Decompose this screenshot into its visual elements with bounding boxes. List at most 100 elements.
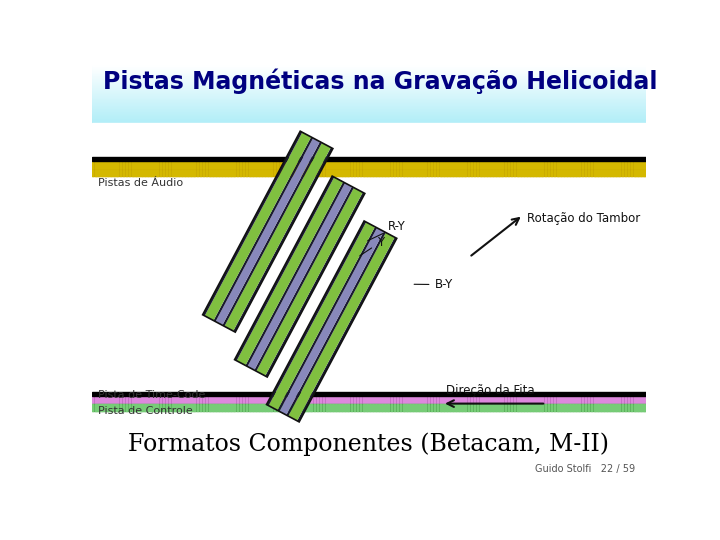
Bar (344, 162, 346, 168)
Bar (535, 403, 537, 410)
Bar (582, 162, 583, 168)
Bar (455, 170, 457, 177)
Bar (520, 170, 521, 177)
Bar (144, 403, 146, 410)
Bar (166, 403, 168, 410)
Bar (92, 114, 647, 116)
Bar (486, 396, 487, 403)
Polygon shape (204, 132, 311, 321)
Bar (517, 403, 518, 410)
Bar (255, 403, 257, 410)
Bar (135, 396, 137, 403)
Bar (92, 116, 647, 117)
Bar (557, 162, 559, 168)
Bar (578, 170, 580, 177)
Bar (92, 93, 647, 94)
Bar (92, 170, 94, 177)
Text: Pistas Magnéticas na Gravação Helicoidal: Pistas Magnéticas na Gravação Helicoidal (102, 69, 657, 94)
Bar (344, 170, 346, 177)
Bar (588, 162, 590, 168)
Bar (514, 403, 516, 410)
Bar (590, 162, 593, 168)
Bar (348, 162, 349, 168)
Bar (92, 94, 647, 96)
Bar (249, 170, 251, 177)
Bar (575, 170, 577, 177)
Bar (148, 403, 149, 410)
Bar (326, 396, 328, 403)
Bar (621, 403, 624, 410)
Bar (199, 396, 202, 403)
Bar (221, 396, 223, 403)
Bar (261, 396, 263, 403)
Bar (428, 396, 429, 403)
Bar (501, 403, 503, 410)
Bar (292, 162, 294, 168)
Bar (310, 403, 312, 410)
Bar (510, 170, 513, 177)
Bar (621, 396, 624, 403)
Bar (132, 170, 133, 177)
Bar (233, 403, 235, 410)
Bar (305, 403, 306, 410)
Bar (505, 170, 506, 177)
Bar (606, 170, 608, 177)
Bar (163, 162, 164, 168)
Bar (480, 162, 482, 168)
Bar (594, 170, 595, 177)
Bar (341, 162, 343, 168)
Bar (425, 403, 426, 410)
Bar (307, 396, 309, 403)
Bar (508, 170, 509, 177)
Bar (412, 403, 414, 410)
Bar (467, 162, 469, 168)
Bar (400, 396, 402, 403)
Bar (637, 396, 639, 403)
Bar (314, 162, 315, 168)
Bar (505, 403, 506, 410)
Bar (452, 170, 454, 177)
Bar (341, 170, 343, 177)
Bar (92, 90, 647, 92)
Bar (575, 396, 577, 403)
Bar (329, 170, 330, 177)
Bar (433, 170, 436, 177)
Bar (283, 396, 284, 403)
Bar (600, 170, 602, 177)
Bar (255, 170, 257, 177)
Bar (107, 162, 109, 168)
Bar (335, 396, 337, 403)
Polygon shape (254, 187, 354, 371)
Bar (233, 162, 235, 168)
Bar (92, 77, 647, 78)
Bar (305, 170, 306, 177)
Text: Direção da Fita: Direção da Fita (446, 384, 535, 397)
Bar (640, 170, 642, 177)
Bar (375, 162, 377, 168)
Bar (110, 396, 112, 403)
Bar (122, 162, 125, 168)
Bar (529, 403, 531, 410)
Bar (113, 403, 115, 410)
Bar (474, 403, 475, 410)
Bar (218, 403, 220, 410)
Bar (92, 68, 647, 70)
Bar (194, 162, 195, 168)
Bar (153, 170, 155, 177)
Bar (92, 112, 647, 114)
Bar (440, 403, 441, 410)
Bar (455, 403, 457, 410)
Text: B-Y: B-Y (414, 278, 453, 291)
Bar (203, 403, 204, 410)
Bar (344, 403, 346, 410)
Bar (317, 403, 318, 410)
Bar (594, 396, 595, 403)
Bar (187, 162, 189, 168)
Bar (295, 396, 297, 403)
Bar (206, 170, 207, 177)
Bar (274, 170, 275, 177)
Bar (92, 69, 647, 71)
Bar (168, 170, 171, 177)
Bar (326, 403, 328, 410)
Bar (178, 396, 180, 403)
